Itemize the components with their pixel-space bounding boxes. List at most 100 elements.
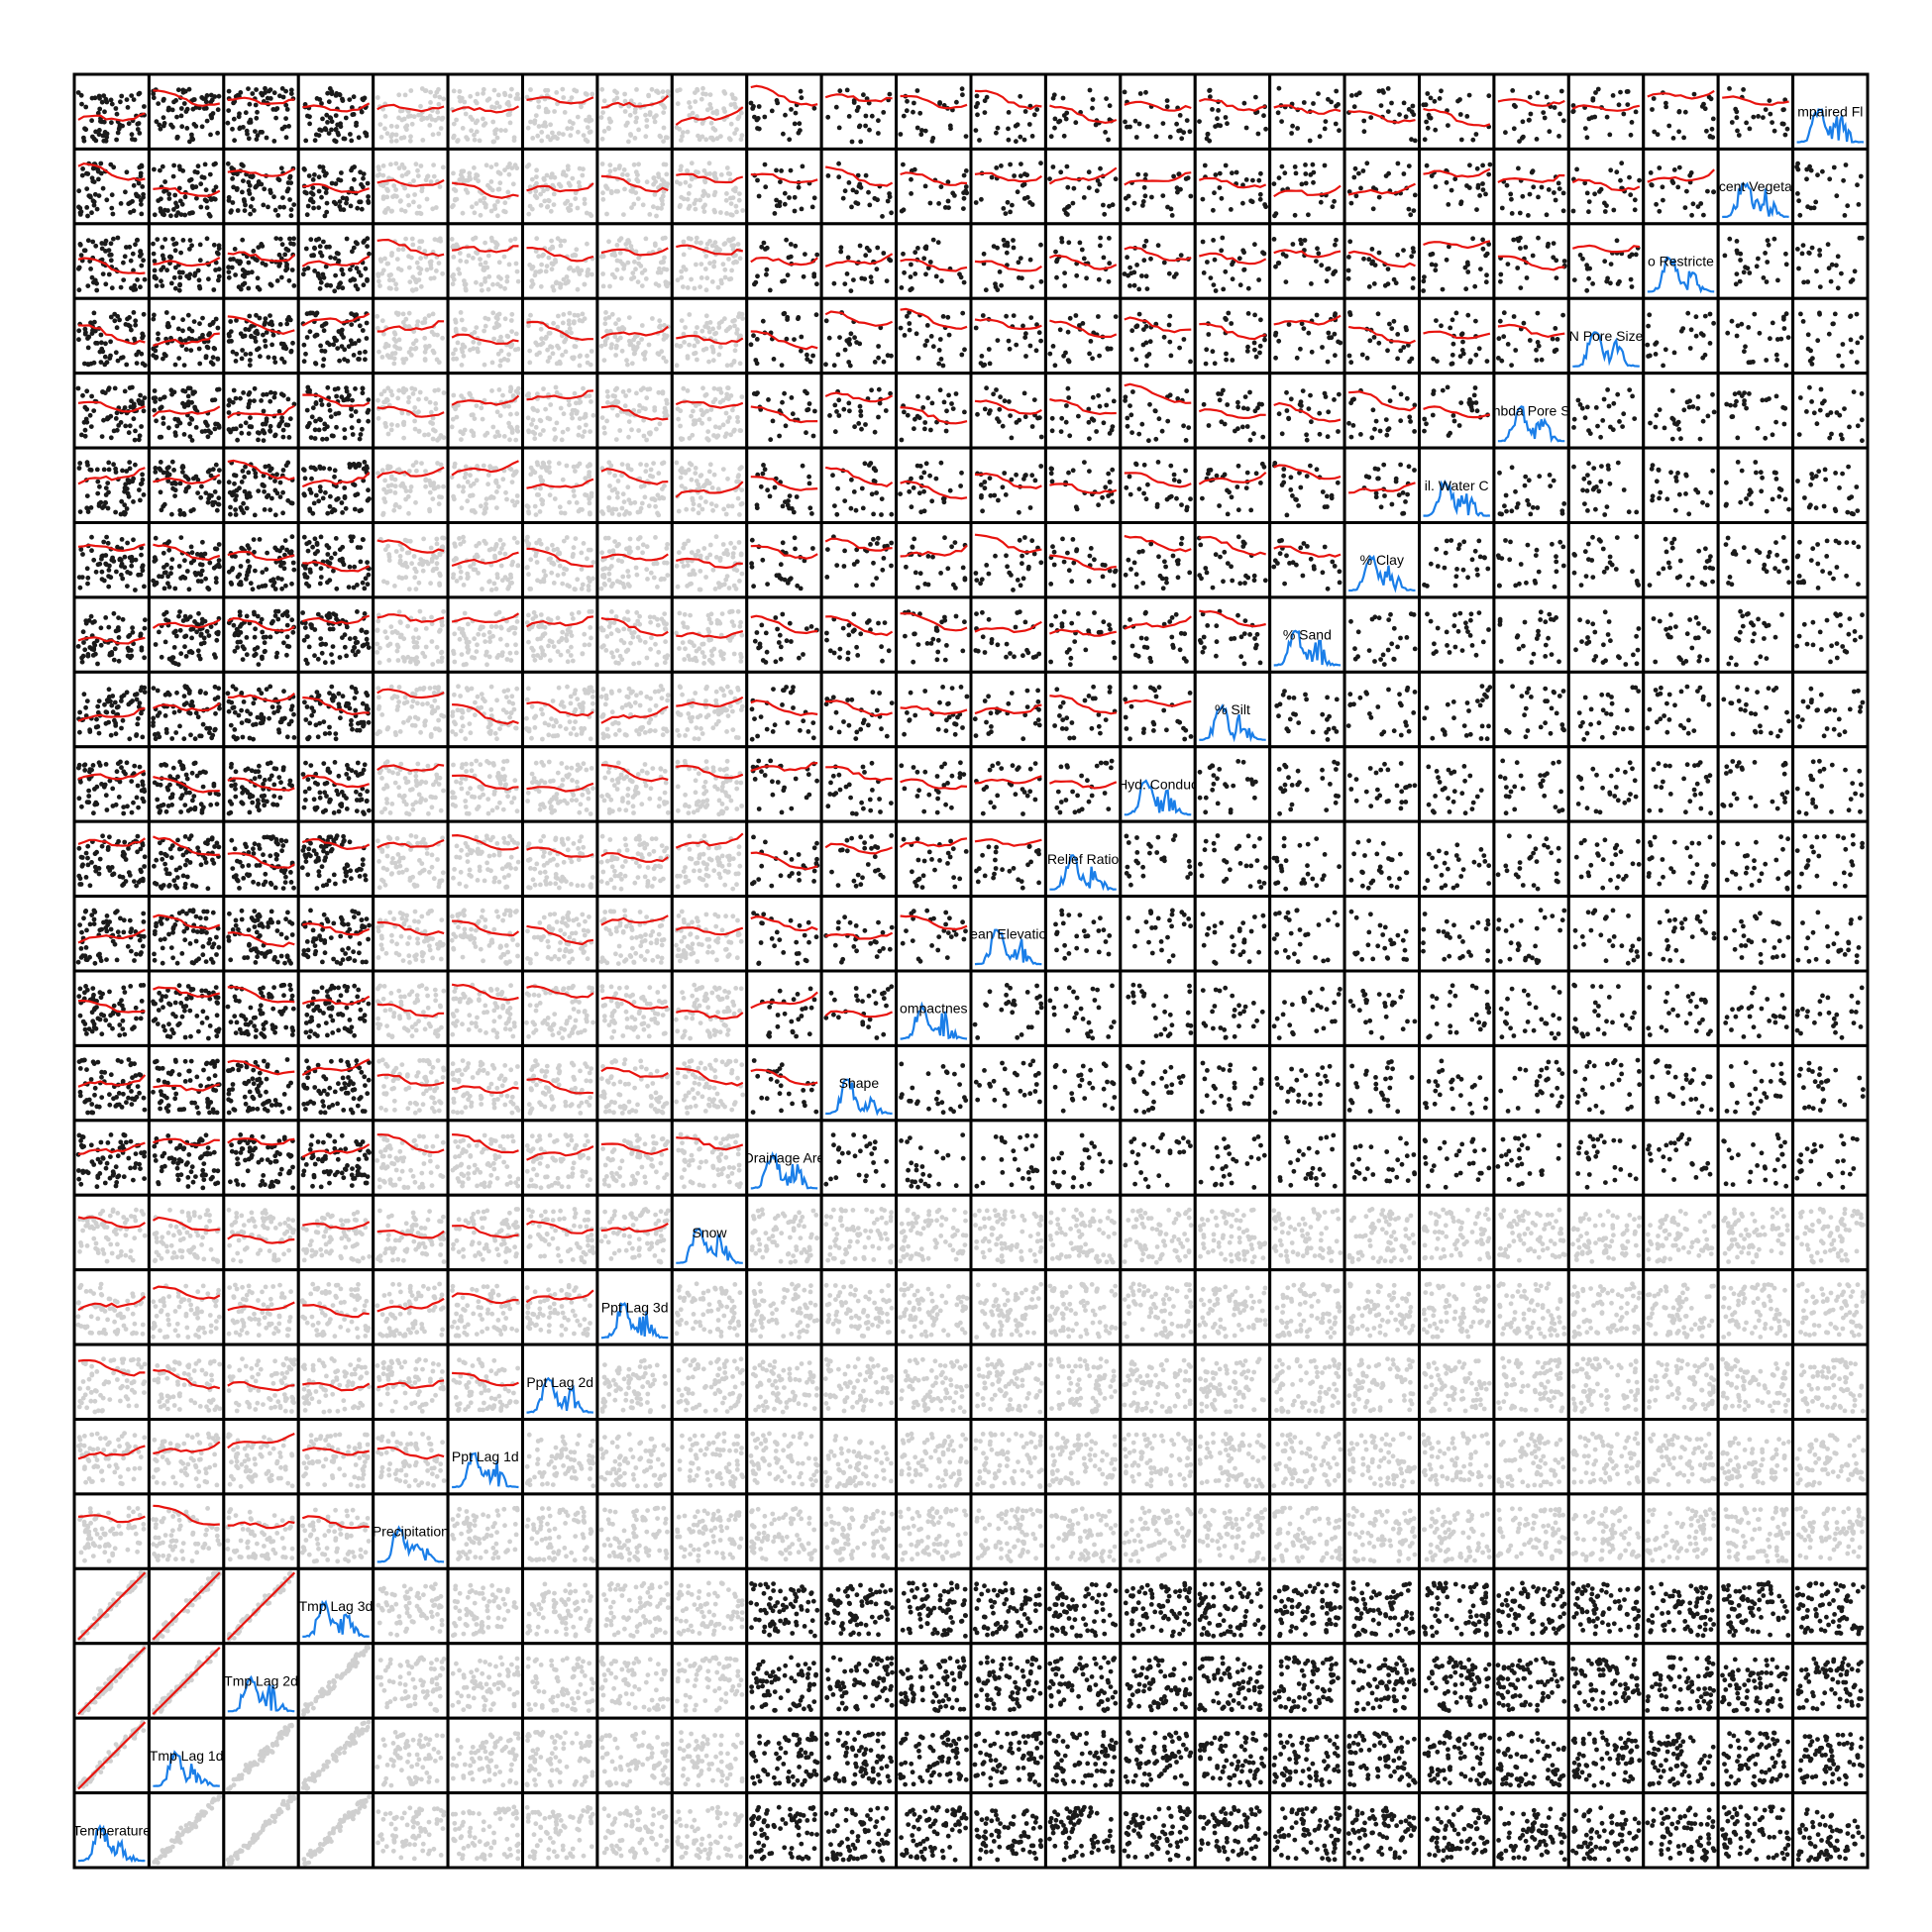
scatter-point <box>385 262 390 267</box>
panel-r3-c18 <box>1420 298 1494 373</box>
scatter-point <box>1008 162 1013 167</box>
scatter-point <box>305 114 310 119</box>
scatter-point <box>479 213 483 218</box>
scatter-point <box>101 271 106 276</box>
scatter-point <box>561 312 566 317</box>
scatter-point <box>461 431 466 436</box>
panel-r2-c11 <box>897 224 971 298</box>
scatter-point <box>1144 354 1149 359</box>
scatter-point <box>1810 362 1815 367</box>
scatter-point <box>365 336 370 341</box>
scatter-point <box>902 270 907 275</box>
scatter-point <box>228 257 233 262</box>
scatter-point <box>347 97 352 102</box>
scatter-point <box>1628 254 1633 259</box>
panel-r1-c9 <box>747 149 821 223</box>
scatter-point <box>579 268 584 273</box>
scatter-point <box>192 389 197 394</box>
panel-r2-c23 <box>1793 224 1868 298</box>
scatter-point <box>944 408 949 413</box>
scatter-point <box>302 167 307 172</box>
scatter-point <box>471 340 476 345</box>
scatter-point <box>291 242 296 247</box>
scatter-point <box>216 107 221 112</box>
panel-r0-c2 <box>224 74 298 149</box>
scatter-point <box>560 353 565 358</box>
scatter-point <box>450 425 455 430</box>
scatter-point <box>1481 187 1486 192</box>
scatter-point <box>837 125 842 130</box>
scatter-point <box>406 170 411 175</box>
scatter-point <box>387 273 392 278</box>
scatter-point <box>406 193 411 198</box>
scatter-point <box>496 323 501 328</box>
scatter-point <box>263 339 268 344</box>
scatter-point <box>435 358 440 363</box>
scatter-point <box>1611 93 1616 98</box>
scatter-point <box>198 258 203 263</box>
scatter-point <box>414 287 419 292</box>
scatter-point <box>433 401 438 406</box>
scatter-point <box>585 92 590 97</box>
scatter-point <box>332 336 337 341</box>
scatter-point <box>389 139 394 144</box>
scatter-point <box>1395 332 1400 337</box>
scatter-point <box>206 276 211 281</box>
scatter-point <box>1605 115 1610 120</box>
scatter-point <box>1062 113 1067 118</box>
scatter-point <box>1774 358 1779 363</box>
scatter-point <box>463 345 468 350</box>
scatter-point <box>566 427 571 432</box>
scatter-point <box>138 393 143 398</box>
scatter-point <box>473 138 478 143</box>
scatter-point <box>1364 161 1369 165</box>
scatter-point <box>602 98 607 103</box>
scatter-point <box>1303 238 1308 243</box>
scatter-point <box>85 214 90 219</box>
scatter-point <box>799 89 804 94</box>
scatter-point <box>268 321 272 326</box>
scatter-point <box>419 284 424 289</box>
scatter-point <box>288 318 293 323</box>
scatter-point <box>924 339 929 344</box>
scatter-point <box>478 198 483 203</box>
scatter-point <box>310 414 315 419</box>
scatter-point <box>647 212 652 217</box>
scatter-point <box>836 413 841 418</box>
scatter-point <box>173 286 178 291</box>
scatter-point <box>279 165 284 170</box>
scatter-point <box>1657 209 1662 214</box>
scatter-point <box>410 122 415 127</box>
scatter-point <box>114 138 119 143</box>
scatter-point <box>1051 344 1056 349</box>
scatter-point <box>825 115 830 120</box>
scatter-point <box>1082 257 1087 262</box>
scatter-point <box>1661 364 1665 369</box>
scatter-point <box>625 411 630 416</box>
scatter-point <box>272 356 277 361</box>
scatter-point <box>99 171 104 176</box>
scatter-point <box>1207 88 1212 93</box>
scatter-point <box>453 348 458 353</box>
scatter-point <box>279 419 284 424</box>
scatter-point <box>325 385 330 390</box>
scatter-point <box>1446 123 1450 128</box>
scatter-point <box>139 202 144 207</box>
panel-r2-c10 <box>821 224 896 298</box>
panel-r2-c16 <box>1270 224 1344 298</box>
scatter-point <box>845 271 850 276</box>
scatter-point <box>498 335 503 340</box>
scatter-point <box>1650 183 1655 188</box>
scatter-point <box>211 287 216 292</box>
scatter-point <box>247 431 252 436</box>
scatter-point <box>328 116 333 121</box>
scatter-point <box>553 175 558 180</box>
scatter-point <box>627 388 632 393</box>
scatter-point <box>91 280 96 285</box>
scatter-point <box>646 93 651 98</box>
scatter-point <box>239 331 244 336</box>
scatter-point <box>1315 313 1320 318</box>
scatter-point <box>1220 236 1225 241</box>
scatter-point <box>90 179 95 184</box>
scatter-point <box>252 208 257 213</box>
